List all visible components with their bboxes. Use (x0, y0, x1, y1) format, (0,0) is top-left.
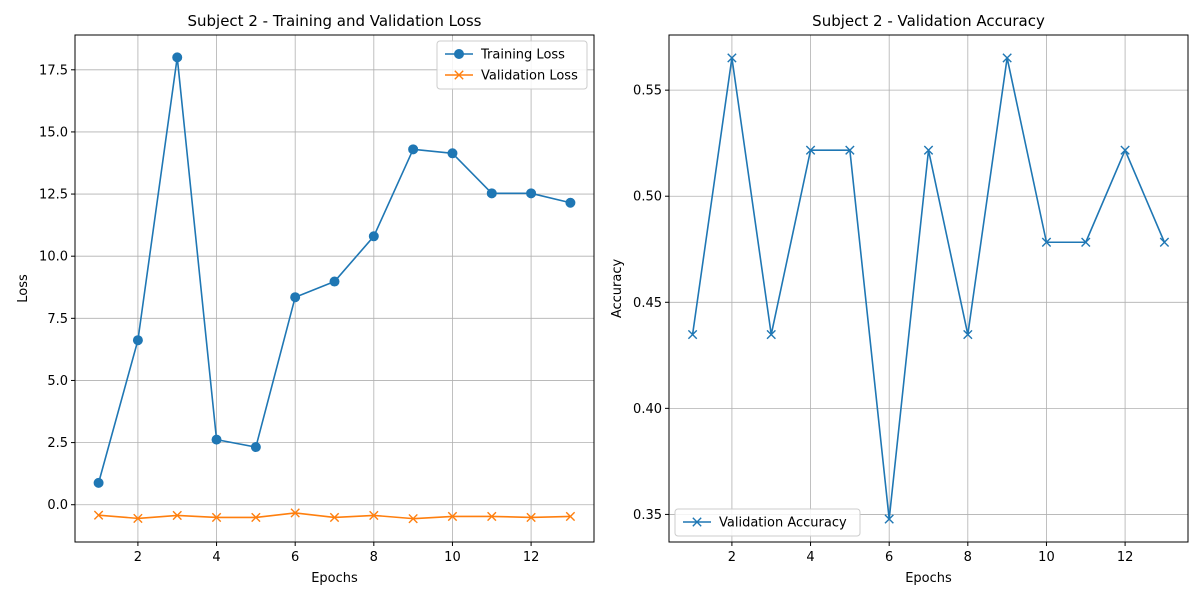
data-point (329, 276, 340, 287)
data-point (963, 329, 973, 340)
data-point (486, 188, 497, 199)
x-tick-label: 6 (291, 550, 299, 565)
x-axis-label: Epochs (311, 571, 358, 586)
data-point (250, 442, 261, 453)
data-point (1159, 237, 1170, 247)
x-tick-label: 8 (964, 550, 972, 565)
x-tick-label: 2 (134, 550, 142, 565)
data-point (727, 53, 737, 63)
y-tick-label: 0.0 (47, 498, 68, 513)
data-point (369, 510, 379, 521)
data-point (766, 329, 776, 340)
data-point (884, 514, 894, 524)
chart-panel-2: 2 4 6 8 10 12 0.35 0.40 0.45 0.50 0.55 Subject 2 - … (610, 12, 1189, 586)
x-tick-label: 4 (806, 550, 814, 565)
data-point (251, 512, 261, 523)
data-point (290, 292, 301, 303)
data-point (132, 335, 143, 346)
data-point (329, 512, 340, 523)
y-tick-label: 7.5 (47, 312, 68, 327)
x-tick-label: 12 (1117, 550, 1134, 565)
data-point (447, 148, 458, 159)
legend-swatch-marker (692, 517, 702, 527)
y-axis-label: Accuracy (610, 259, 625, 319)
data-point (211, 512, 222, 523)
data-point (1120, 145, 1130, 155)
data-point (805, 145, 816, 155)
data-point (368, 231, 379, 242)
data-point (290, 508, 300, 518)
legend-entry-label: Validation Loss (481, 69, 578, 84)
x-tick-label: 2 (728, 550, 736, 565)
y-tick-label: 0.35 (633, 508, 662, 523)
legend: Validation Accuracy (674, 508, 861, 537)
data-point (93, 510, 104, 520)
data-point (172, 52, 183, 63)
data-point (687, 329, 698, 340)
data-point (1081, 237, 1091, 247)
y-tick-label: 15.0 (39, 125, 68, 140)
data-point (1002, 53, 1012, 63)
x-tick-label: 4 (212, 550, 220, 565)
data-point (565, 197, 576, 208)
x-tick-label: 10 (1038, 550, 1055, 565)
chart-panel-1: 2 4 6 8 10 12 0.0 2.5 5.0 7.5 10.0 12.5 15.0 17.5 Subj… (16, 12, 595, 586)
data-point (93, 477, 104, 488)
legend-entry-label: Validation Accuracy (719, 516, 847, 531)
y-axis-label: Loss (16, 274, 31, 303)
data-point (1041, 237, 1052, 247)
data-point (447, 511, 458, 522)
legend-entry-label: Training Loss (480, 48, 565, 63)
y-tick-label: 12.5 (39, 188, 68, 203)
data-point (172, 510, 182, 521)
data-point (211, 434, 222, 445)
x-tick-label: 8 (370, 550, 378, 565)
legend-box (436, 40, 588, 90)
y-tick-label: 10.0 (39, 250, 68, 265)
chart-title: Subject 2 - Validation Accuracy (812, 12, 1045, 30)
legend-box (674, 508, 861, 537)
data-point (526, 512, 536, 523)
data-point (133, 513, 143, 524)
x-axis-label: Epochs (905, 571, 952, 586)
legend-swatch-marker (454, 70, 464, 80)
data-point (923, 145, 934, 155)
chart-title: Subject 2 - Training and Validation Loss (187, 12, 481, 30)
data-point (845, 145, 855, 155)
legend: Training Loss Validation Loss (436, 40, 588, 90)
plot-area-frame (668, 34, 1189, 543)
x-tick-label: 10 (444, 550, 461, 565)
x-tick-label: 6 (885, 550, 893, 565)
y-tick-label: 0.50 (633, 190, 662, 205)
y-tick-label: 0.55 (633, 84, 662, 99)
data-point (408, 144, 419, 155)
y-tick-label: 17.5 (39, 63, 68, 78)
y-tick-label: 0.45 (633, 296, 662, 311)
data-point (565, 511, 576, 522)
y-tick-label: 0.40 (633, 402, 662, 417)
legend-swatch-marker (454, 49, 464, 59)
data-point (408, 513, 418, 524)
y-tick-label: 5.0 (47, 374, 68, 389)
data-point (487, 511, 497, 522)
y-tick-label: 2.5 (47, 436, 68, 451)
data-point (526, 188, 537, 199)
x-tick-label: 12 (523, 550, 540, 565)
plot-area-frame (74, 34, 595, 543)
